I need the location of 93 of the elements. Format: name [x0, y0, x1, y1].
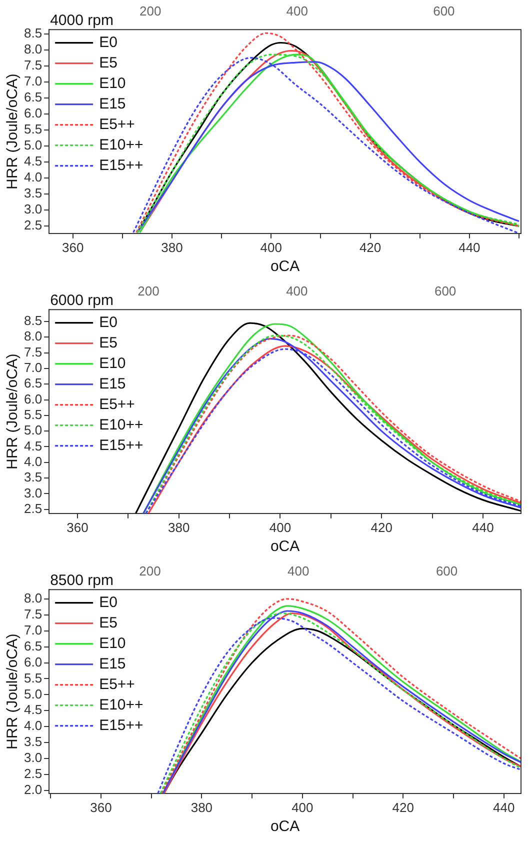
y-tick-label: 5.5 — [24, 670, 42, 686]
legend-label: E10 — [99, 634, 126, 652]
x-tick-label: 380 — [168, 520, 190, 535]
legend-label: E15++ — [99, 436, 144, 454]
x-axis-title: oCA — [270, 538, 300, 556]
y-tick-label: 5.0 — [24, 686, 42, 702]
legend-label: E15 — [99, 95, 126, 112]
y-tick-label: 5.0 — [24, 138, 42, 152]
legend-label: E10 — [99, 354, 126, 372]
y-tick-label: 4.0 — [24, 170, 42, 185]
y-tick-label: 2.0 — [24, 782, 42, 798]
x2-tick-label: 200 — [138, 283, 160, 298]
chart-title: 4000 rpm — [50, 12, 114, 30]
x2-tick-label: 200 — [139, 563, 161, 578]
y-tick-label: 3.0 — [24, 750, 42, 766]
y-tick-label: 6.0 — [24, 391, 42, 406]
y-tick-label: 3.0 — [24, 485, 42, 500]
x-axis-title: oCA — [270, 818, 300, 836]
y-tick-label: 3.0 — [24, 202, 42, 217]
y-tick-label: 3.5 — [24, 734, 42, 750]
y-tick-label: 7.5 — [24, 606, 42, 622]
y-axis-title: HRR (Joule/oCA) — [4, 354, 22, 470]
y-tick-label: 6.0 — [24, 105, 42, 120]
x-tick-label: 400 — [260, 240, 282, 255]
x-tick-label: 440 — [493, 800, 515, 815]
y-tick-label: 6.0 — [24, 654, 42, 670]
x-tick-label: 380 — [190, 800, 213, 815]
legend-label: E15++ — [99, 716, 144, 734]
y-tick-label: 5.5 — [24, 406, 42, 422]
y-tick-label: 6.5 — [24, 638, 42, 654]
y-tick-label: 7.5 — [24, 57, 42, 72]
legend-label: E15 — [99, 375, 126, 392]
y-tick-label: 7.5 — [24, 344, 42, 360]
chart-title: 6000 rpm — [50, 292, 114, 310]
legend-label: E15++ — [99, 156, 144, 174]
y-tick-label: 8.5 — [24, 313, 42, 328]
y-tick-label: 8.5 — [24, 25, 42, 40]
y-tick-label: 3.5 — [24, 470, 42, 485]
y-tick-label: 7.0 — [24, 360, 42, 376]
y-axis-title: HRR (Joule/oCA) — [4, 74, 22, 190]
x-tick-label: 400 — [292, 800, 314, 815]
y-tick-label: 6.5 — [24, 89, 42, 104]
y-tick-label: 6.5 — [24, 376, 42, 391]
y-tick-label: 5.5 — [24, 121, 42, 136]
y-tick-label: 7.0 — [24, 73, 42, 88]
legend-label: E0 — [99, 34, 118, 51]
y-tick-label: 4.0 — [24, 718, 42, 734]
y-tick-label: 4.0 — [24, 454, 42, 469]
y-tick-label: 8.0 — [24, 590, 42, 606]
legend-label: E15 — [99, 655, 126, 672]
x-tick-label: 440 — [458, 240, 480, 255]
legend-label: E5++ — [99, 676, 136, 693]
x2-tick-label: 600 — [434, 283, 456, 298]
legend-label: E10++ — [99, 696, 144, 714]
legend-label: E5++ — [99, 116, 136, 133]
x2-tick-label: 200 — [140, 3, 162, 18]
y-tick-label: 4.5 — [24, 702, 42, 718]
chart-title: 8500 rpm — [50, 572, 114, 590]
legend-label: E10 — [99, 74, 126, 92]
y-tick-label: 2.5 — [24, 500, 42, 516]
legend-label: E5 — [99, 334, 118, 352]
x-tick-label: 440 — [472, 520, 494, 535]
legend-label: E5 — [99, 614, 118, 632]
legend-label: E0 — [99, 594, 118, 611]
x-tick-label: 400 — [269, 520, 292, 535]
y-tick-label: 7.0 — [24, 622, 42, 638]
legend-label: E5 — [99, 54, 118, 72]
y-tick-label: 3.5 — [24, 186, 42, 201]
x-tick-label: 360 — [66, 520, 88, 535]
x-tick-label: 360 — [62, 240, 84, 255]
legend-label: E10++ — [99, 136, 144, 154]
legend-label: E10++ — [99, 416, 144, 434]
x-tick-label: 420 — [359, 240, 382, 255]
x2-tick-label: 600 — [436, 563, 458, 578]
x-tick-label: 420 — [370, 520, 392, 535]
legend-label: E5++ — [99, 396, 136, 413]
x2-tick-label: 600 — [433, 3, 455, 18]
x2-tick-label: 400 — [286, 3, 308, 18]
y-tick-label: 4.5 — [24, 154, 42, 169]
y-tick-label: 5.0 — [24, 422, 42, 438]
y-tick-label: 2.5 — [24, 218, 42, 233]
y-tick-label: 8.0 — [24, 328, 42, 344]
x-axis-title: oCA — [270, 258, 300, 276]
y-tick-label: 8.0 — [24, 41, 42, 56]
x-tick-label: 420 — [392, 800, 414, 815]
x2-tick-label: 400 — [288, 563, 310, 578]
x-tick-label: 380 — [161, 240, 183, 255]
x2-tick-label: 400 — [286, 283, 308, 298]
x-tick-label: 360 — [90, 800, 112, 815]
y-tick-label: 2.5 — [24, 766, 42, 782]
y-tick-label: 4.5 — [24, 438, 42, 454]
legend-label: E0 — [99, 314, 118, 331]
y-axis-title: HRR (Joule/oCA) — [4, 634, 22, 750]
